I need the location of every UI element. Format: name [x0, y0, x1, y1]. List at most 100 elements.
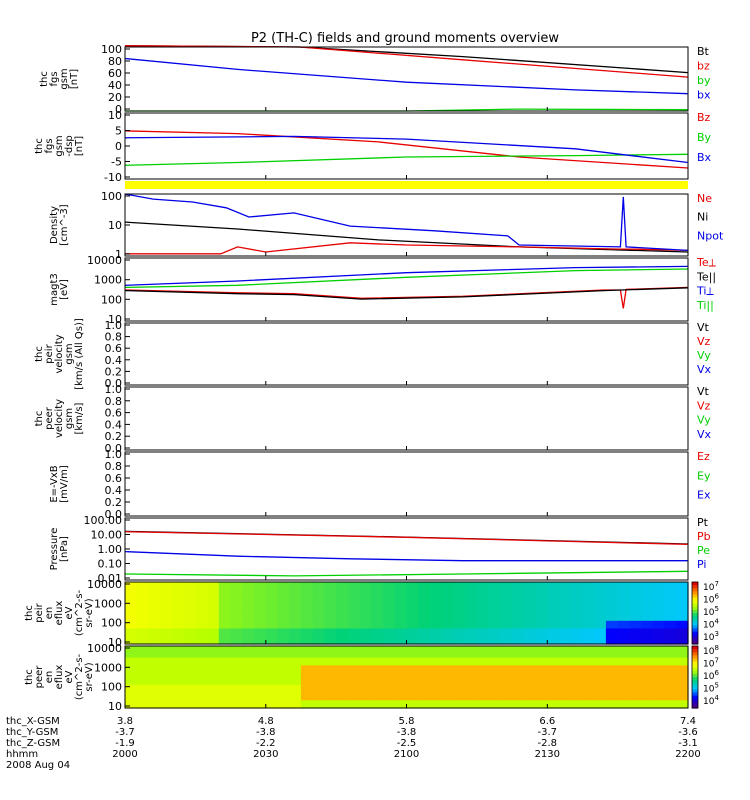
heatmap-cell	[418, 632, 431, 637]
x-row-value: -1.9	[115, 738, 135, 749]
heatmap-cell	[594, 692, 607, 697]
heatmap-cell	[582, 661, 595, 666]
heatmap-cell	[160, 646, 173, 651]
heatmap-cell	[171, 700, 185, 705]
heatmap-cell	[218, 646, 232, 651]
legend-ne: Ne	[697, 192, 712, 205]
heatmap-cell	[570, 680, 583, 686]
heatmap-cell	[500, 589, 513, 595]
heatmap-cell	[289, 649, 302, 655]
y-tick-label: 0.2	[105, 496, 123, 509]
heatmap-cell	[570, 684, 583, 690]
heatmap-cell	[559, 624, 572, 630]
heatmap-cell	[476, 665, 490, 670]
series-bt	[124, 45, 689, 74]
colorbar-segment	[692, 606, 698, 611]
heatmap-cell	[207, 665, 220, 670]
heatmap-cell	[195, 628, 208, 633]
heatmap-cell	[347, 613, 361, 618]
series-by	[124, 153, 689, 166]
heatmap-cell	[242, 669, 255, 674]
heatmap-cell	[195, 624, 208, 630]
heatmap-cell	[324, 605, 337, 610]
heatmap-cell	[383, 613, 396, 618]
heatmap-cell	[430, 688, 443, 694]
x-row-value: -2.2	[256, 738, 276, 749]
heatmap-cell	[383, 657, 396, 663]
heatmap-cell	[312, 632, 325, 637]
heatmap-cell	[465, 653, 478, 659]
heatmap-cell	[535, 597, 548, 602]
y-axis-label: [nT]	[69, 69, 80, 89]
heatmap-cell	[289, 601, 302, 606]
heatmap-cell	[230, 669, 243, 674]
heatmap-cell	[359, 653, 372, 659]
heatmap-cell	[605, 582, 619, 587]
heatmap-cell	[465, 609, 478, 614]
heatmap-cell	[547, 601, 560, 606]
heatmap-cell	[312, 673, 325, 678]
heatmap-cell	[652, 616, 666, 622]
heatmap-cell	[148, 692, 161, 697]
heatmap-cell	[371, 646, 384, 651]
heatmap-cell	[230, 597, 243, 602]
colorbar-tick-label: 103	[703, 630, 719, 643]
heatmap-cell	[394, 640, 408, 645]
heatmap-cell	[277, 589, 290, 595]
x-row-value: -3.1	[678, 738, 698, 749]
heatmap-cell	[324, 632, 337, 637]
heatmap-cell	[465, 605, 478, 610]
heatmap-cell	[559, 620, 572, 626]
heatmap-cell	[171, 616, 185, 622]
heatmap-cell	[183, 665, 196, 670]
heatmap-cell	[289, 646, 302, 651]
heatmap-cell	[430, 624, 443, 630]
colorbar-tick-label: 106	[703, 669, 719, 682]
heatmap-cell	[148, 696, 161, 701]
heatmap-cell	[594, 649, 607, 655]
heatmap-cell	[441, 657, 454, 663]
heatmap-cell	[418, 616, 431, 622]
heatmap-cell	[242, 605, 255, 610]
heatmap-cell	[535, 582, 548, 587]
heatmap-cell	[136, 684, 149, 690]
colorbar-segment	[692, 670, 698, 675]
heatmap-cell	[242, 653, 255, 659]
y-axis-label: Pressure	[49, 528, 60, 571]
heatmap-cell	[394, 616, 408, 622]
heatmap-cell	[664, 616, 677, 622]
heatmap-cell	[418, 653, 431, 659]
heatmap-cell	[512, 646, 525, 651]
heatmap-cell	[465, 677, 478, 682]
heatmap-cell	[453, 585, 466, 591]
heatmap-cell	[629, 589, 642, 595]
heatmap-cell	[641, 632, 654, 637]
heatmap-cell	[500, 700, 513, 705]
heatmap-cell	[218, 636, 232, 641]
heatmap-cell	[465, 601, 478, 606]
heatmap-cell	[125, 692, 138, 697]
heatmap-cell	[430, 649, 443, 655]
heatmap-cell	[605, 649, 619, 655]
heatmap-cell	[359, 585, 372, 591]
series-ni	[124, 221, 689, 253]
heatmap-cell	[594, 646, 607, 651]
heatmap-cell	[160, 673, 173, 678]
heatmap-cell	[383, 688, 396, 694]
colorbar-segment	[692, 701, 698, 706]
y-axis-label: sr-eV)	[84, 598, 95, 627]
heatmap-cell	[488, 613, 501, 618]
series-bz	[124, 45, 689, 78]
heatmap-cell	[453, 680, 466, 686]
heatmap-cell	[195, 673, 208, 678]
heatmap-cell	[559, 628, 572, 633]
heatmap-cell	[207, 624, 220, 630]
heatmap-cell	[441, 632, 454, 637]
heatmap-cell	[617, 688, 630, 694]
series-bx	[124, 135, 689, 164]
heatmap-cell	[136, 661, 149, 666]
heatmap-cell	[523, 589, 537, 595]
heatmap-cell	[605, 669, 619, 674]
heatmap-cell	[125, 616, 138, 622]
heatmap-cell	[207, 688, 220, 694]
